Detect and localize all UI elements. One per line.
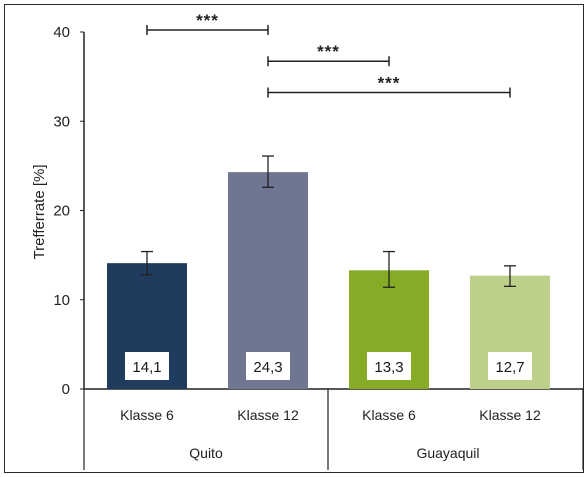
data-label-box	[246, 352, 290, 380]
data-label: 14,1	[132, 359, 161, 376]
group-label: Quito	[189, 445, 223, 461]
data-label: 13,3	[374, 359, 403, 376]
data-label-box	[367, 352, 411, 380]
y-tick-label: 30	[53, 113, 70, 130]
y-tick-label: 20	[53, 203, 70, 220]
significance-brackets: *** *** ***	[146, 11, 511, 98]
category-label: Klasse 12	[237, 407, 299, 423]
group-label: Guayaquil	[416, 445, 479, 461]
y-axis-label: Trefferrate [%]	[31, 164, 48, 259]
data-label: 24,3	[253, 359, 282, 376]
significance-stars: ***	[317, 42, 340, 61]
bars: 14,1 24,3 13,3 12,7	[107, 155, 550, 389]
data-label: 12,7	[495, 359, 524, 376]
category-label: Klasse 6	[120, 407, 174, 423]
chart-border	[4, 4, 584, 473]
y-tick-label: 0	[62, 381, 70, 398]
y-tick-label: 40	[53, 24, 70, 41]
category-label: Klasse 12	[479, 407, 541, 423]
x-axis-labels: Klasse 6 Klasse 12 Klasse 6 Klasse 12 Quito G…	[83, 389, 584, 470]
significance-stars: ***	[196, 11, 219, 30]
y-tick-label: 10	[53, 292, 70, 309]
data-label-box	[488, 352, 532, 380]
category-label: Klasse 6	[362, 407, 416, 423]
data-label-box	[125, 352, 169, 380]
significance-stars: ***	[378, 73, 401, 92]
